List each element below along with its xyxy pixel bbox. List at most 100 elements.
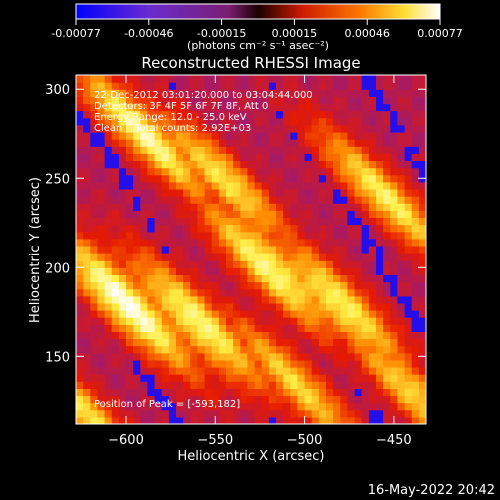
heatmap-cell: [404, 274, 413, 283]
heatmap-cell: [126, 89, 134, 97]
heatmap-cell: [397, 374, 406, 382]
heatmap-cell: [240, 174, 248, 183]
heatmap-cell: [211, 288, 220, 297]
x-tick-label: −600: [108, 433, 144, 448]
heatmap-cell: [283, 167, 291, 176]
heatmap-cell: [118, 288, 127, 297]
heatmap-cell: [376, 260, 384, 268]
heatmap-cell: [118, 381, 127, 389]
heatmap-cell: [340, 381, 348, 389]
heatmap-cell: [304, 189, 313, 197]
heatmap-cell: [197, 146, 206, 154]
heatmap-cell: [197, 388, 206, 397]
heatmap-cell: [404, 359, 413, 368]
heatmap-cell: [276, 89, 284, 97]
heatmap-cell: [118, 352, 127, 361]
heatmap-cell: [361, 260, 370, 268]
heatmap-cell: [311, 367, 320, 375]
heatmap-cell: [254, 224, 263, 233]
heatmap-cell: [404, 224, 413, 233]
heatmap-cell: [140, 124, 148, 133]
heatmap-cell: [418, 288, 426, 297]
heatmap-cell: [168, 224, 177, 233]
heatmap-cell: [397, 210, 406, 218]
heatmap-cell: [418, 345, 426, 354]
heatmap-cell: [290, 416, 298, 424]
heatmap-cell: [190, 388, 198, 397]
heatmap-cell: [383, 203, 391, 211]
heatmap-cell: [404, 295, 413, 304]
heatmap-cell: [340, 189, 348, 197]
heatmap-cell: [283, 181, 291, 190]
heatmap-cell: [361, 82, 370, 90]
colorbar-tick-label: 0.00077: [417, 27, 463, 40]
heatmap-cell: [404, 124, 413, 133]
heatmap-cell: [297, 409, 306, 418]
heatmap-cell: [133, 96, 141, 105]
heatmap-cell: [404, 139, 413, 147]
heatmap-cell: [154, 395, 163, 404]
heatmap-cell: [368, 224, 377, 233]
heatmap-cell: [268, 146, 277, 154]
heatmap-cell: [418, 253, 426, 261]
heatmap-cell: [376, 245, 384, 254]
heatmap-cell: [247, 174, 256, 183]
heatmap-cell: [218, 117, 227, 126]
heatmap-cell: [76, 267, 84, 275]
heatmap-cell: [326, 167, 334, 176]
heatmap-cell: [211, 110, 220, 119]
heatmap-cell: [240, 302, 248, 311]
heatmap-cell: [318, 381, 327, 389]
heatmap-cell: [126, 167, 134, 176]
heatmap-cell: [118, 174, 127, 183]
heatmap-cell: [240, 181, 248, 190]
heatmap-cell: [404, 82, 413, 90]
heatmap-cell: [311, 409, 320, 418]
heatmap-cell: [83, 196, 91, 204]
heatmap-cell: [283, 331, 291, 340]
heatmap-cell: [218, 89, 227, 97]
heatmap-cell: [161, 117, 170, 126]
heatmap-cell: [97, 96, 106, 105]
heatmap-cell: [168, 146, 177, 154]
heatmap-cell: [368, 203, 377, 211]
heatmap-cell: [233, 132, 241, 140]
heatmap-cell: [318, 203, 327, 211]
heatmap-cell: [204, 381, 213, 389]
heatmap-cell: [304, 324, 313, 332]
heatmap-cell: [168, 302, 177, 311]
colorbar-tick-label: 0.00046: [344, 27, 390, 40]
heatmap-cell: [383, 117, 391, 126]
heatmap-cell: [90, 153, 98, 161]
heatmap-cell: [90, 288, 98, 297]
heatmap-cell: [97, 224, 106, 233]
heatmap-cell: [204, 181, 213, 190]
heatmap-cell: [176, 82, 184, 90]
heatmap-cell: [368, 253, 377, 261]
heatmap-cell: [383, 345, 391, 354]
heatmap-cell: [418, 189, 426, 197]
heatmap-cell: [283, 409, 291, 418]
heatmap-cell: [126, 267, 134, 275]
heatmap-cell: [161, 388, 170, 397]
heatmap-cell: [347, 302, 356, 311]
heatmap-cell: [154, 260, 163, 268]
heatmap-cell: [326, 181, 334, 190]
heatmap-cell: [218, 124, 227, 133]
heatmap-cell: [226, 153, 234, 161]
heatmap-cell: [183, 238, 191, 247]
heatmap-cell: [368, 96, 377, 105]
heatmap-cell: [226, 210, 234, 218]
heatmap-cell: [333, 132, 341, 140]
heatmap-cell: [204, 324, 213, 332]
heatmap-cell: [226, 189, 234, 197]
heatmap-cell: [154, 132, 163, 140]
heatmap-cell: [261, 245, 270, 254]
heatmap-cell: [218, 310, 227, 318]
heatmap-cell: [140, 367, 148, 375]
heatmap-cell: [340, 238, 348, 247]
heatmap-cell: [297, 238, 306, 247]
heatmap-cell: [297, 189, 306, 197]
heatmap-cell: [304, 274, 313, 283]
heatmap-cell: [190, 160, 198, 169]
